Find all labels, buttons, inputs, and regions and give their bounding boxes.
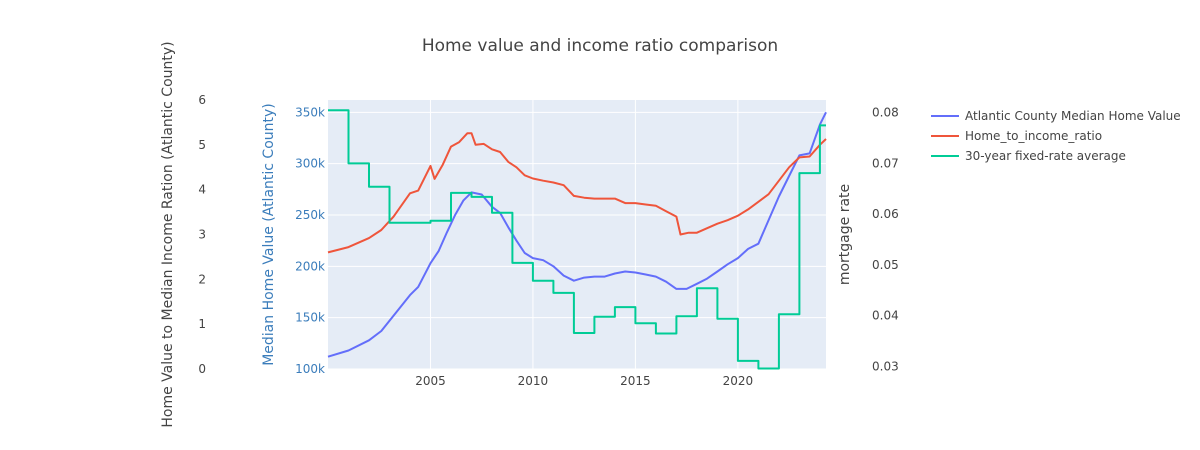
chart-title: Home value and income ratio comparison xyxy=(422,36,778,56)
mortgage-rate-axis: 0.03 0.04 0.05 0.06 0.07 0.08 mortgage rate xyxy=(837,106,899,374)
home-value-axis: 100k 150k 200k 250k 300k 350k Median Home Valu… xyxy=(261,103,325,376)
rate-tick-label: 0.04 xyxy=(872,309,899,323)
rate-tick-label: 0.07 xyxy=(872,156,899,170)
x-tick-label: 2015 xyxy=(620,374,651,388)
ratio-tick-label: 3 xyxy=(198,228,206,242)
plot-background xyxy=(328,100,826,369)
ratio-tick-label: 2 xyxy=(198,272,206,286)
series-line xyxy=(327,111,827,358)
rate-tick-label: 0.05 xyxy=(872,258,899,272)
home-tick-label: 150k xyxy=(295,311,325,325)
ratio-tick-label: 6 xyxy=(198,93,206,107)
series-line xyxy=(327,132,827,254)
x-tick-label: 2010 xyxy=(518,374,549,388)
series-line xyxy=(328,109,826,370)
plot-area xyxy=(327,100,827,370)
ratio-tick-label: 1 xyxy=(198,317,206,331)
rate-tick-label: 0.03 xyxy=(872,359,899,373)
ratio-tick-label: 0 xyxy=(198,362,206,376)
home-tick-label: 100k xyxy=(295,362,325,376)
legend-item[interactable]: 30-year fixed-rate average xyxy=(931,149,1126,163)
ratio-tick-label: 5 xyxy=(198,138,206,152)
legend-item[interactable]: Atlantic County Median Home Value xyxy=(931,109,1181,123)
ratio-axis: 0 1 2 3 4 5 6 Home Value to Median Income Ratio… xyxy=(160,41,206,427)
home-axis-title: Median Home Value (Atlantic County) xyxy=(261,103,277,366)
x-tick-label: 2005 xyxy=(415,374,446,388)
legend-item[interactable]: Home_to_income_ratio xyxy=(931,129,1102,143)
ratio-tick-label: 4 xyxy=(198,183,206,197)
home-tick-label: 350k xyxy=(295,105,325,119)
rate-tick-label: 0.08 xyxy=(872,106,899,120)
rate-axis-title: mortgage rate xyxy=(837,184,853,285)
ratio-axis-title: Home Value to Median Income Ration (Atla… xyxy=(160,41,176,427)
rate-tick-label: 0.06 xyxy=(872,207,899,221)
legend-label: Home_to_income_ratio xyxy=(965,129,1102,143)
x-tick-label: 2020 xyxy=(723,374,754,388)
legend-label: 30-year fixed-rate average xyxy=(965,149,1126,163)
home-tick-label: 200k xyxy=(295,259,325,273)
home-tick-label: 300k xyxy=(295,157,325,171)
x-axis: 2005 2010 2015 2020 xyxy=(415,374,753,388)
legend-label: Atlantic County Median Home Value xyxy=(965,109,1181,123)
home-tick-label: 250k xyxy=(295,208,325,222)
legend[interactable]: Atlantic County Median Home Value Home_to… xyxy=(931,109,1181,163)
